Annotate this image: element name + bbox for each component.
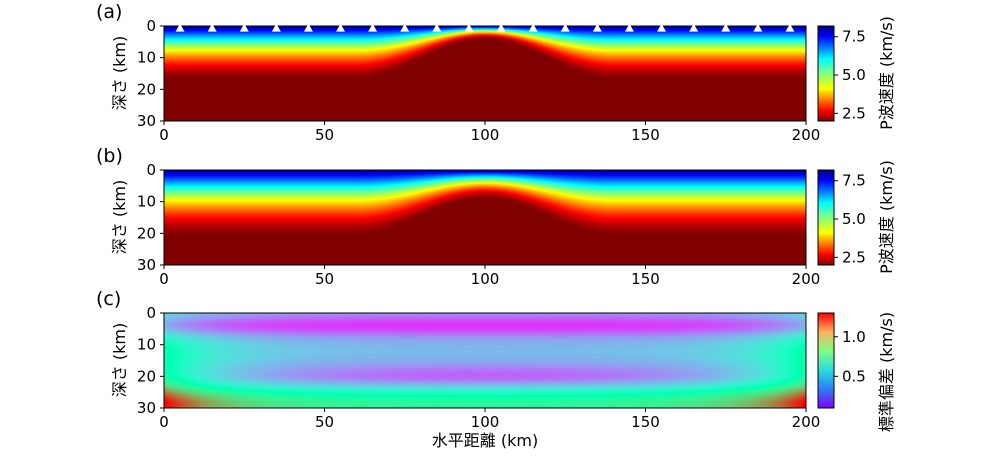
station-marker: [336, 23, 346, 32]
y-tick-label: 20: [137, 80, 156, 98]
colorbar-ticks-c: 0.5 1.0: [834, 328, 866, 385]
colorbar-c: [817, 312, 835, 409]
x-tick-label: 50: [315, 126, 334, 144]
x-tick-label: 200: [792, 413, 821, 431]
station-marker: [464, 23, 474, 32]
x-tick-label: 0: [159, 413, 169, 431]
colorbar-ticks-a: 2.5 5.0 7.5: [834, 28, 866, 122]
colorbar-tick-label: 0.5: [842, 367, 866, 385]
station-marker: [207, 23, 217, 32]
colorbar-tick-label: 7.5: [842, 172, 866, 190]
station-marker: [496, 23, 506, 32]
station-marker: [368, 23, 378, 32]
panel-a-label: (a): [96, 1, 122, 23]
y-tick-label: 10: [137, 193, 156, 211]
station-marker: [528, 23, 538, 32]
y-tick-label: 0: [146, 17, 156, 35]
y-tick-label: 0: [146, 161, 156, 179]
y-tick-label: 30: [137, 256, 156, 274]
colorbar-label-c: 標準偏差 (km/s): [877, 312, 896, 432]
y-ticks-c: 0 10 20 30: [137, 304, 164, 417]
station-marker: [432, 23, 442, 32]
y-axis-label-c: 深さ (km): [110, 323, 129, 397]
x-tick-label: 200: [792, 126, 821, 144]
y-ticks-b: 0 10 20 30: [137, 161, 164, 274]
panel-c-label: (c): [96, 288, 121, 310]
x-ticks-b: 0 50 100 150 200: [159, 265, 820, 288]
y-axis-label-a: 深さ (km): [110, 36, 129, 110]
y-tick-label: 30: [137, 112, 156, 130]
x-tick-label: 200: [792, 270, 821, 288]
x-tick-label: 150: [631, 270, 660, 288]
station-marker: [400, 23, 410, 32]
station-marker: [721, 23, 731, 32]
y-tick-label: 10: [137, 336, 156, 354]
colorbar-b: [817, 169, 835, 266]
colorbar-tick-label: 2.5: [842, 248, 866, 266]
panel-a: (a) 0 50 100 150 200 0 10 20 30 深さ (km) 2.5 5.0 7…: [96, 1, 896, 144]
colorbar-tick-label: 5.0: [842, 210, 866, 228]
y-tick-label: 20: [137, 224, 156, 242]
x-tick-label: 100: [471, 413, 500, 431]
colorbar-tick-label: 2.5: [842, 104, 866, 122]
colorbar-tick-label: 7.5: [842, 28, 866, 46]
colorbar-tick-label: 5.0: [842, 66, 866, 84]
x-tick-label: 100: [471, 270, 500, 288]
station-marker: [175, 23, 185, 32]
x-ticks-a: 0 50 100 150 200: [159, 121, 820, 144]
heatmap-c: [164, 313, 806, 408]
y-tick-label: 30: [137, 399, 156, 417]
x-tick-label: 0: [159, 126, 169, 144]
x-tick-label: 150: [631, 126, 660, 144]
station-marker: [657, 23, 667, 32]
station-marker: [239, 23, 249, 32]
x-tick-label: 50: [315, 413, 334, 431]
colorbar-label-b: P波速度 (km/s): [877, 160, 896, 274]
panel-b: (b) 0 50 100 150 200 0 10 20 30 深さ (km) 2.5 5.0 7…: [96, 145, 896, 288]
colorbar-tick-label: 1.0: [842, 328, 866, 346]
stations-a: [175, 23, 795, 32]
station-marker: [560, 23, 570, 32]
x-tick-label: 150: [631, 413, 660, 431]
station-marker: [753, 23, 763, 32]
colorbar-ticks-b: 2.5 5.0 7.5: [834, 172, 866, 266]
y-ticks-a: 0 10 20 30: [137, 17, 164, 130]
y-tick-label: 10: [137, 49, 156, 67]
y-axis-label-b: 深さ (km): [110, 180, 129, 254]
station-marker: [271, 23, 281, 32]
colorbar-label-a: P波速度 (km/s): [877, 16, 896, 130]
station-marker: [785, 23, 795, 32]
colorbar-a: [817, 25, 835, 122]
station-marker: [624, 23, 634, 32]
heatmap-a: [164, 26, 806, 121]
x-tick-label: 50: [315, 270, 334, 288]
station-marker: [689, 23, 699, 32]
x-axis-label: 水平距離 (km): [432, 431, 538, 450]
heatmap-b: [164, 170, 806, 265]
station-marker: [303, 23, 313, 32]
panel-b-label: (b): [96, 145, 123, 167]
x-tick-label: 100: [471, 126, 500, 144]
x-ticks-c: 0 50 100 150 200: [159, 408, 820, 431]
station-marker: [592, 23, 602, 32]
x-tick-label: 0: [159, 270, 169, 288]
y-tick-label: 0: [146, 304, 156, 322]
y-tick-label: 20: [137, 367, 156, 385]
